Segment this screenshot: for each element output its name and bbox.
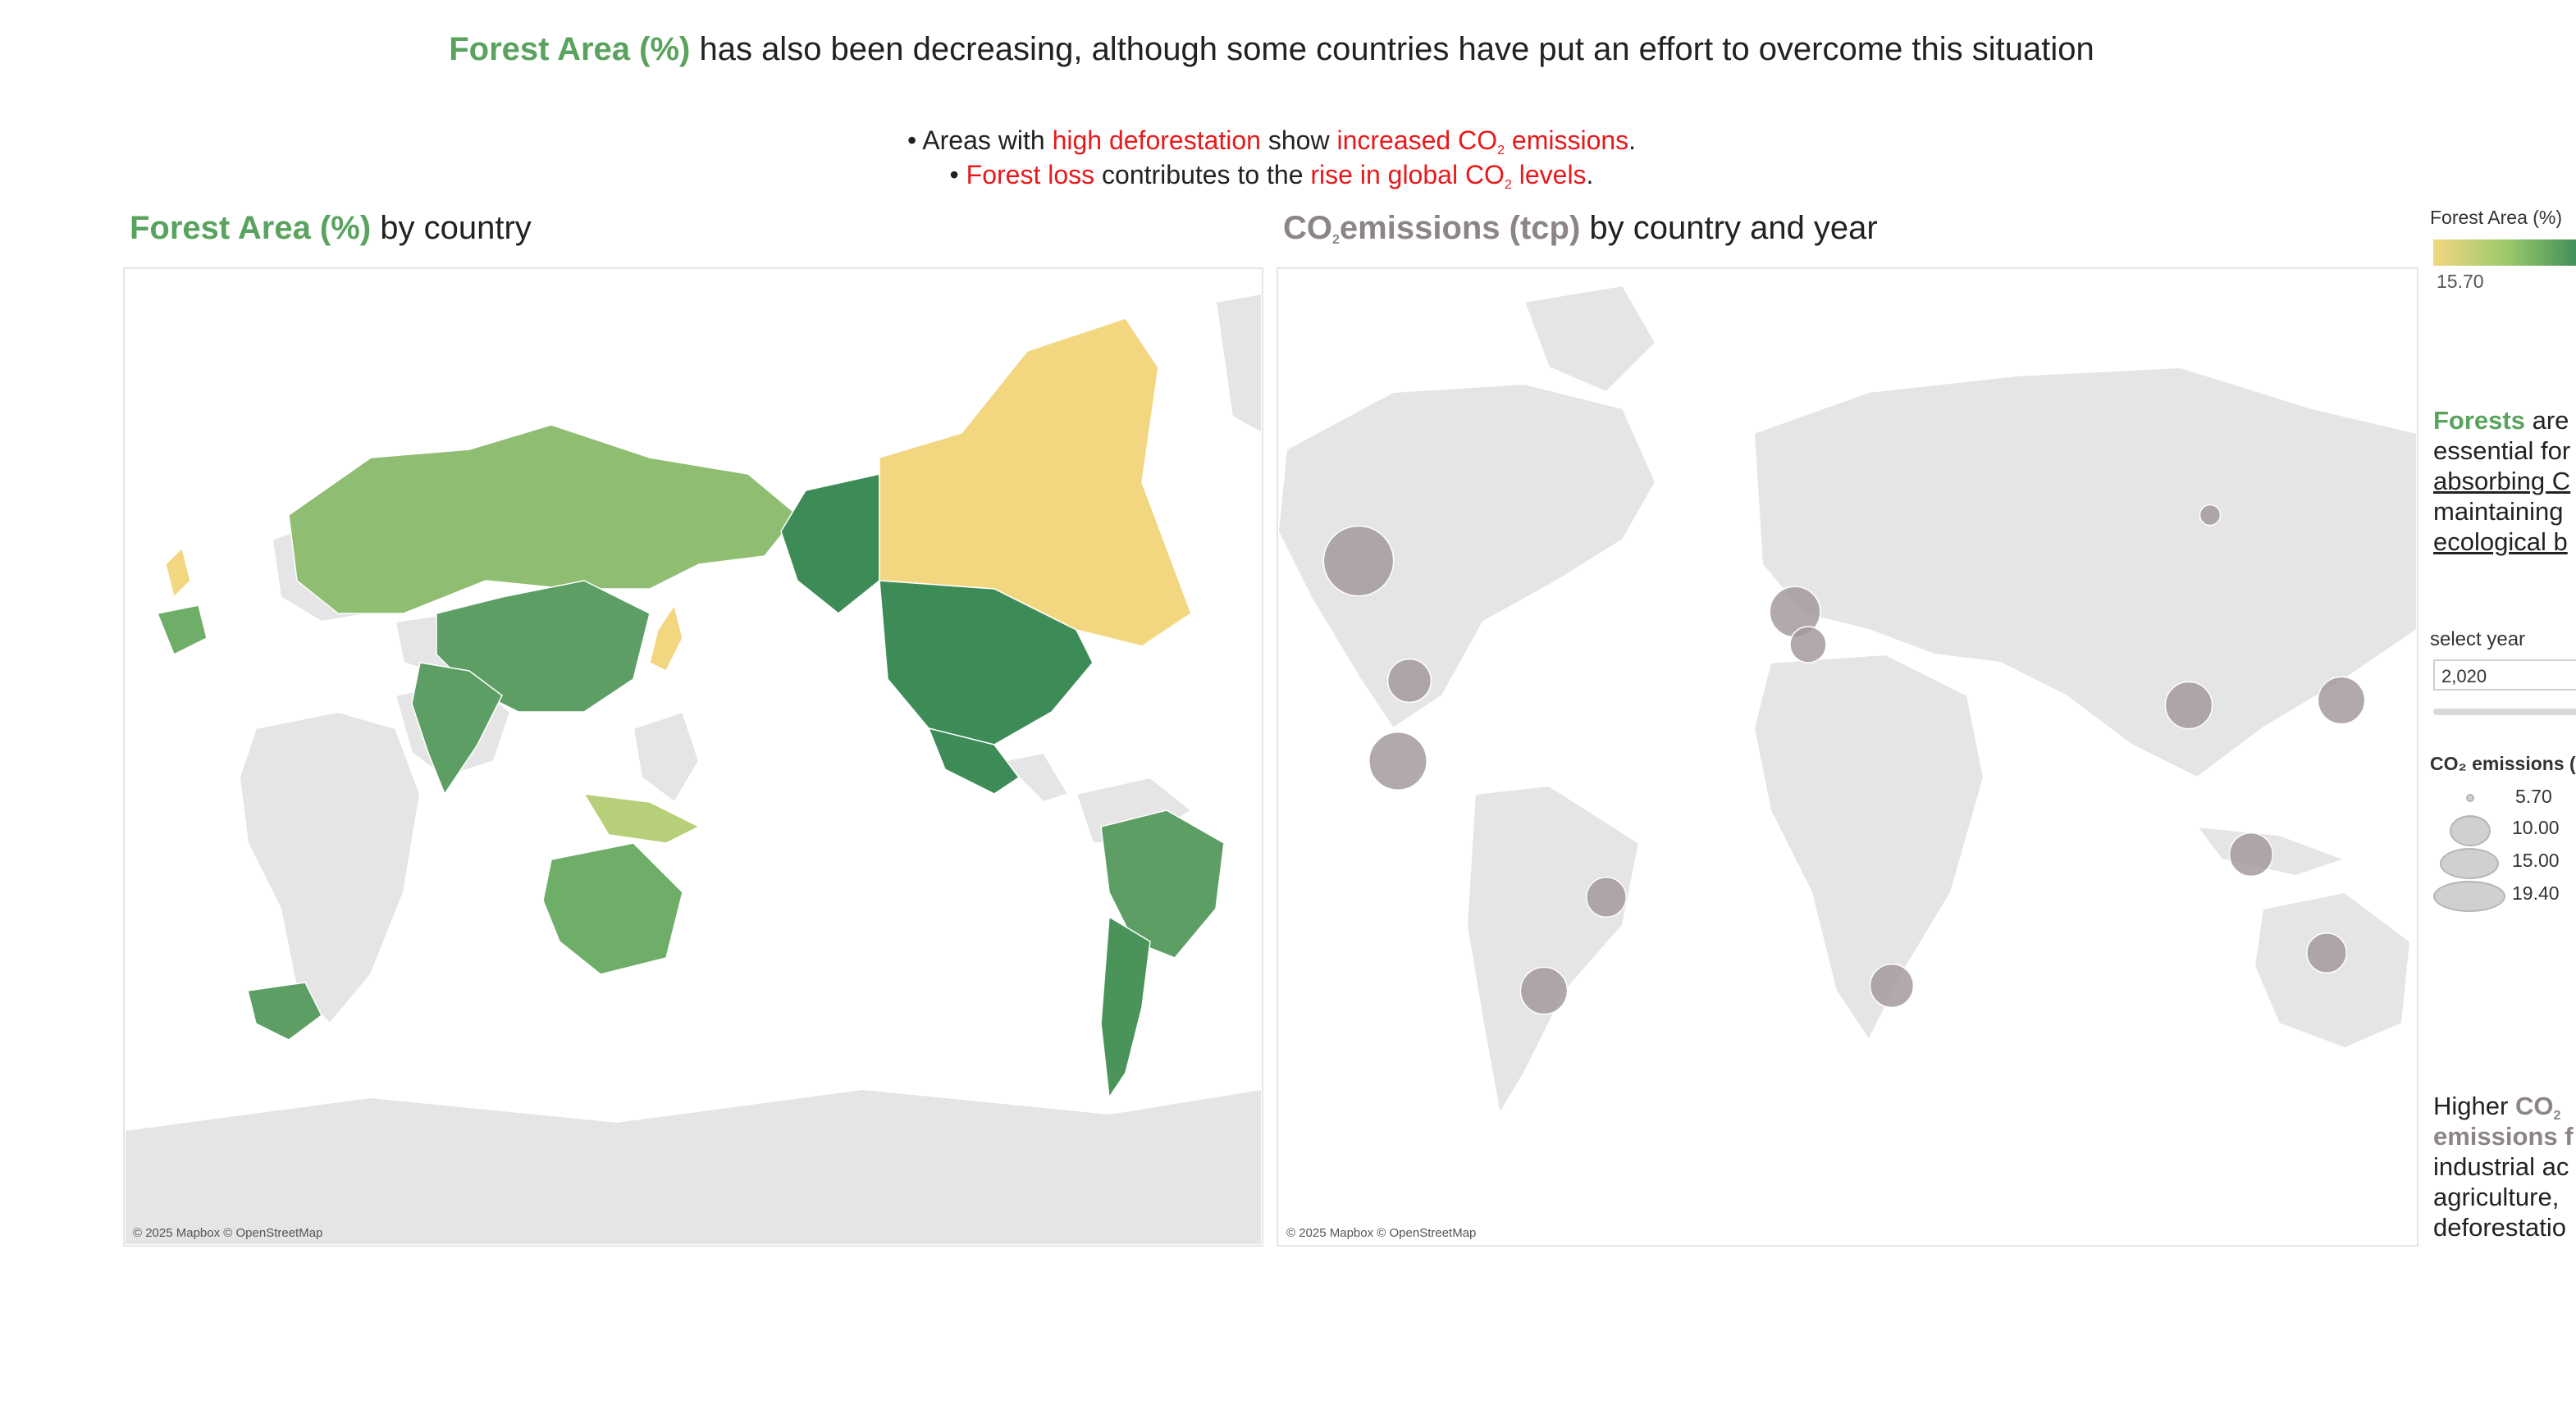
co2-bubble-united-states[interactable] [1386, 658, 1432, 704]
co2-bubble-mexico[interactable] [1368, 732, 1427, 791]
land-greenland [1523, 284, 1657, 394]
year-filter-label: select year [2430, 628, 2526, 650]
co2-bubble-canada[interactable] [1322, 525, 1395, 597]
forests-note: Forests are essential for absorbing C ma… [2433, 406, 2571, 556]
land-africa [238, 710, 422, 1025]
co2-emissions-map[interactable]: © 2025 Mapbox © OpenStreetMap [1277, 267, 2418, 1247]
forest-area-map[interactable]: © 2025 Mapbox © OpenStreetMap [123, 267, 1263, 1247]
country-japan[interactable] [649, 604, 683, 672]
co2-bubble-brazil[interactable] [1586, 877, 1627, 918]
co2-bubble-china[interactable] [2164, 681, 2213, 730]
color-legend-min: 15.70 [2437, 271, 2484, 292]
color-legend-gradient [2433, 239, 2576, 266]
co2-map-canvas [1278, 284, 2417, 1116]
country-india[interactable] [411, 662, 503, 796]
country-australia[interactable] [542, 842, 683, 975]
forest-map-canvas [125, 292, 1262, 1245]
country-indonesia[interactable] [582, 793, 701, 844]
country-argentina[interactable] [1100, 915, 1151, 1100]
key-points: • Areas with high deforestation show inc… [0, 123, 2543, 192]
co2-bubble-argentina[interactable] [1519, 966, 1569, 1015]
map-credit: © 2025 Mapbox © OpenStreetMap [133, 1226, 323, 1240]
land-se-asia [632, 710, 701, 804]
country-south-africa[interactable] [247, 982, 322, 1041]
co2-bubble-south-africa[interactable] [1869, 963, 1915, 1009]
page-headline: Forest Area (%) has also been decreasing… [449, 31, 2094, 67]
land-north-america [1278, 382, 1657, 730]
country-mexico[interactable] [927, 727, 1021, 795]
land-africa [1752, 653, 1985, 1042]
country-france[interactable] [156, 604, 208, 656]
land-greenland [1214, 292, 1262, 435]
co2-bubble-france[interactable] [1789, 626, 1827, 663]
land-eurasia [1752, 366, 2417, 779]
bullet-1: • Areas with high deforestation show inc… [907, 125, 1637, 157]
size-legend-title: CO₂ emissions ( [2430, 753, 2576, 774]
country-uk[interactable] [165, 546, 191, 599]
co2-bubble-japan[interactable] [2317, 676, 2366, 725]
co2-bubble-indonesia[interactable] [2228, 832, 2274, 878]
land-central-america [1000, 751, 1070, 804]
map-credit: © 2025 Mapbox © OpenStreetMap [1286, 1226, 1477, 1240]
emissions-note: Higher CO2 emissions f industrial ac agr… [2433, 1092, 2574, 1242]
country-alaska[interactable] [780, 473, 880, 614]
year-slider[interactable] [2433, 709, 2576, 715]
land-south-america [1465, 784, 1641, 1116]
forest-map-title: Forest Area (%) by country [130, 210, 532, 246]
co2-bubble-australia[interactable] [2306, 932, 2347, 973]
co2-map-title: CO2emissions (tcp) by country and year [1283, 210, 1878, 247]
country-brazil[interactable] [1100, 809, 1225, 959]
country-russia[interactable] [288, 424, 799, 614]
year-input[interactable]: 2,020 [2433, 659, 2576, 691]
co2-bubble-russia[interactable] [2199, 504, 2222, 527]
land-antarctica [125, 1087, 1262, 1245]
color-legend-title: Forest Area (%) [2430, 207, 2563, 228]
bullet-2: • Forest loss contributes to the rise in… [949, 160, 1594, 192]
country-usa[interactable] [879, 580, 1094, 745]
